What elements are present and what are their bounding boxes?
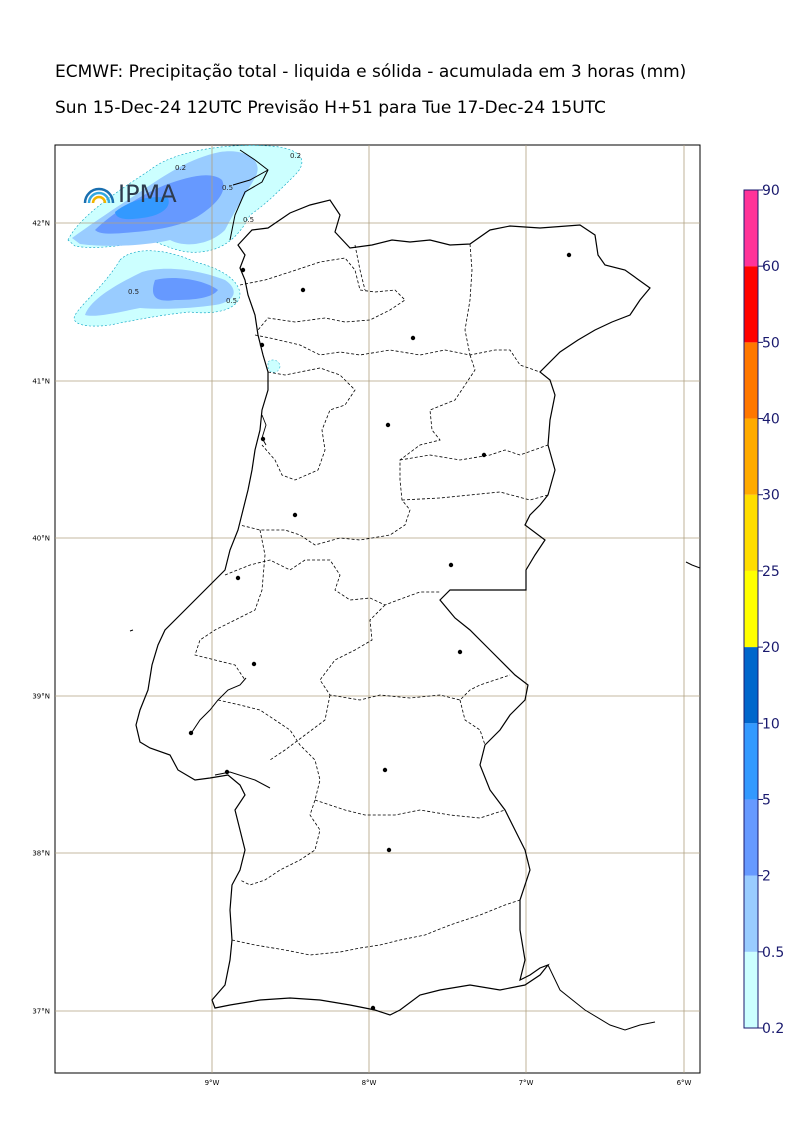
graticule xyxy=(55,145,700,1073)
colorbar-label: 20 xyxy=(762,640,780,656)
colorbar-segment xyxy=(744,875,758,952)
precip-area-heaviest xyxy=(115,197,169,220)
colorbar-segment xyxy=(744,342,758,419)
latitude-labels: 42°N 41°N 40°N 39°N 38°N 37°N xyxy=(32,220,50,1016)
colorbar-label: 0.2 xyxy=(762,1021,784,1037)
lat-tick-label: 38°N xyxy=(32,850,50,858)
city-markers xyxy=(188,252,572,1011)
lat-tick-label: 40°N xyxy=(32,535,50,543)
lat-tick-label: 41°N xyxy=(32,378,50,386)
longitude-labels: 9°W 8°W 7°W 6°W xyxy=(205,1079,692,1087)
colorbar-label: 90 xyxy=(762,183,780,199)
colorbar-segment xyxy=(744,494,758,571)
precip-area-heavy-2 xyxy=(152,278,218,301)
colorbar-label: 50 xyxy=(762,335,780,351)
precipitation-shading xyxy=(67,145,303,373)
colorbar-label: 0.5 xyxy=(762,945,784,961)
contour-label: 0.5 xyxy=(222,184,233,192)
galicia-coast xyxy=(229,149,269,241)
lon-tick-label: 8°W xyxy=(362,1079,377,1087)
colorbar-segment xyxy=(744,723,758,800)
contour-label: 0.2 xyxy=(290,152,301,160)
colorbar-label: 2 xyxy=(762,869,771,885)
portugal-outline xyxy=(135,199,651,1016)
precip-area-small xyxy=(267,359,281,373)
sado-estuary xyxy=(214,771,271,789)
colorbar-label: 25 xyxy=(762,564,780,580)
contour-label: 0.2 xyxy=(175,164,186,172)
colorbar-segment xyxy=(744,266,758,343)
aveiro-lagoon xyxy=(261,414,267,446)
colorbar-frame xyxy=(743,189,759,1029)
colorbar-segment xyxy=(744,799,758,876)
east-coast-fragment xyxy=(685,561,701,569)
colorbar-label: 60 xyxy=(762,259,780,275)
ipma-logo: IPMA xyxy=(83,180,177,208)
colorbar-segment xyxy=(744,190,758,267)
lon-tick-label: 7°W xyxy=(519,1079,534,1087)
colorbar-label: 40 xyxy=(762,412,780,428)
southeast-coast xyxy=(547,964,656,1031)
lat-tick-label: 42°N xyxy=(32,220,50,228)
colorbar-segment xyxy=(744,951,758,1028)
district-boundaries xyxy=(194,243,549,956)
colorbar-segment xyxy=(744,570,758,648)
contour-label: 0.5 xyxy=(128,288,139,296)
islet xyxy=(129,629,134,632)
chart-subtitle: Sun 15-Dec-24 12UTC Previsão H+51 para T… xyxy=(55,98,606,118)
contour-label: 0.5 xyxy=(226,297,237,305)
contour-labels: 0.2 0.5 0.5 0.5 0.5 0.2 xyxy=(128,152,301,305)
lat-tick-label: 37°N xyxy=(32,1008,50,1016)
colorbar-label: 30 xyxy=(762,488,780,504)
colorbar-segment xyxy=(744,647,758,724)
colorbar-label: 10 xyxy=(762,716,780,732)
contour-label: 0.5 xyxy=(243,216,254,224)
logo-text: IPMA xyxy=(118,180,177,208)
colorbar-segment xyxy=(744,418,758,495)
lon-tick-label: 9°W xyxy=(205,1079,220,1087)
lat-tick-label: 39°N xyxy=(32,693,50,701)
chart-title: ECMWF: Precipitação total - liquida e só… xyxy=(55,62,687,82)
colorbar-label: 5 xyxy=(762,792,771,808)
lon-tick-label: 6°W xyxy=(677,1079,692,1087)
